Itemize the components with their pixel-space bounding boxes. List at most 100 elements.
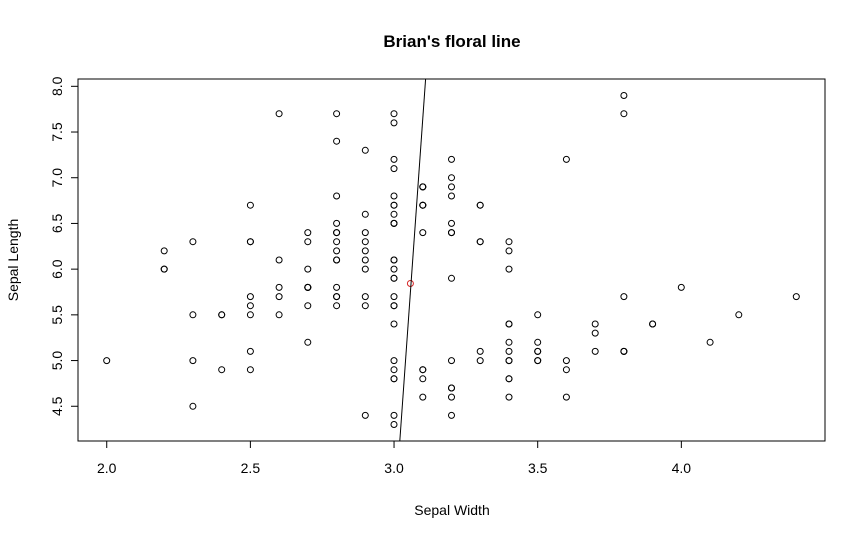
data-point — [448, 357, 455, 365]
data-point — [390, 265, 398, 273]
data-point — [448, 183, 455, 191]
data-point — [333, 238, 341, 246]
data-point — [275, 256, 283, 264]
data-point — [246, 293, 254, 301]
data-point — [534, 357, 542, 365]
data-point — [390, 201, 398, 209]
data-point — [419, 375, 427, 383]
data-point — [562, 366, 570, 374]
data-point — [333, 247, 341, 255]
data-point — [476, 347, 484, 355]
x-tick-label: 4.0 — [672, 460, 692, 476]
x-tick-label: 2.0 — [97, 460, 117, 476]
data-point — [333, 229, 341, 237]
data-point — [620, 110, 628, 118]
data-point — [505, 265, 513, 273]
data-point — [792, 293, 800, 301]
data-point — [333, 293, 341, 301]
data-point — [419, 183, 427, 191]
data-point — [390, 375, 398, 383]
data-point — [706, 338, 714, 346]
data-point — [562, 155, 570, 163]
data-point — [218, 366, 226, 374]
x-tick-label: 3.0 — [384, 460, 404, 476]
plot-frame — [77, 78, 826, 442]
data-point — [534, 347, 542, 355]
x-axis-label: Sepal Width — [414, 502, 489, 518]
data-point — [361, 210, 369, 218]
data-point — [189, 402, 197, 410]
data-point — [390, 119, 398, 127]
data-point — [304, 338, 312, 346]
data-point — [333, 110, 341, 118]
data-point — [361, 256, 369, 264]
data-point — [448, 219, 455, 227]
data-point — [476, 238, 484, 246]
data-point — [390, 357, 398, 365]
data-point — [160, 247, 168, 255]
y-tick-label: 6.0 — [49, 259, 65, 279]
data-point — [390, 155, 398, 163]
data-point — [390, 192, 398, 200]
data-point — [361, 293, 369, 301]
data-point — [419, 366, 427, 374]
data-point — [246, 366, 254, 374]
data-point — [419, 229, 427, 237]
data-point — [448, 274, 455, 282]
y-axis-label: Sepal Length — [5, 219, 21, 302]
data-point — [448, 192, 455, 200]
data-point — [390, 210, 398, 218]
data-point — [361, 411, 369, 419]
data-point — [189, 357, 197, 365]
data-point — [649, 320, 657, 328]
data-point — [246, 201, 254, 209]
data-point — [246, 302, 254, 310]
fit-line-layer — [399, 78, 427, 442]
data-point — [189, 238, 197, 246]
data-point — [677, 283, 685, 291]
data-point — [735, 311, 743, 319]
data-point — [333, 302, 341, 310]
data-point — [591, 320, 599, 328]
data-point — [275, 293, 283, 301]
data-point — [275, 311, 283, 319]
data-point — [562, 393, 570, 401]
data-point — [361, 247, 369, 255]
data-point — [448, 384, 455, 392]
data-point — [361, 238, 369, 246]
y-tick-label: 6.5 — [49, 213, 65, 233]
x-axis: 2.0 2.5 3.0 3.5 4.0 — [97, 440, 692, 476]
data-point — [189, 311, 197, 319]
data-point — [390, 256, 398, 264]
data-point — [448, 155, 455, 163]
y-tick-label: 5.5 — [49, 305, 65, 325]
data-point — [333, 192, 341, 200]
data-point — [505, 338, 513, 346]
data-point — [448, 229, 455, 237]
data-point — [476, 357, 484, 365]
data-point — [390, 219, 398, 227]
data-point — [390, 293, 398, 301]
data-point — [361, 265, 369, 273]
data-point — [361, 229, 369, 237]
data-point — [419, 393, 427, 401]
data-point — [505, 320, 513, 328]
data-point — [620, 293, 628, 301]
data-point — [591, 347, 599, 355]
data-point — [591, 329, 599, 337]
data-point — [448, 174, 455, 182]
data-point — [390, 421, 398, 428]
data-point — [505, 393, 513, 401]
data-point — [505, 347, 513, 355]
data-point — [333, 219, 341, 227]
y-tick-label: 8.0 — [49, 76, 65, 96]
data-point — [333, 137, 341, 145]
data-point — [333, 256, 341, 264]
data-point — [390, 411, 398, 419]
data-point — [304, 302, 312, 310]
data-point — [390, 165, 398, 173]
x-tick-label: 3.5 — [528, 460, 548, 476]
chart-title: Brian's floral line — [383, 32, 520, 51]
data-point — [448, 411, 455, 419]
